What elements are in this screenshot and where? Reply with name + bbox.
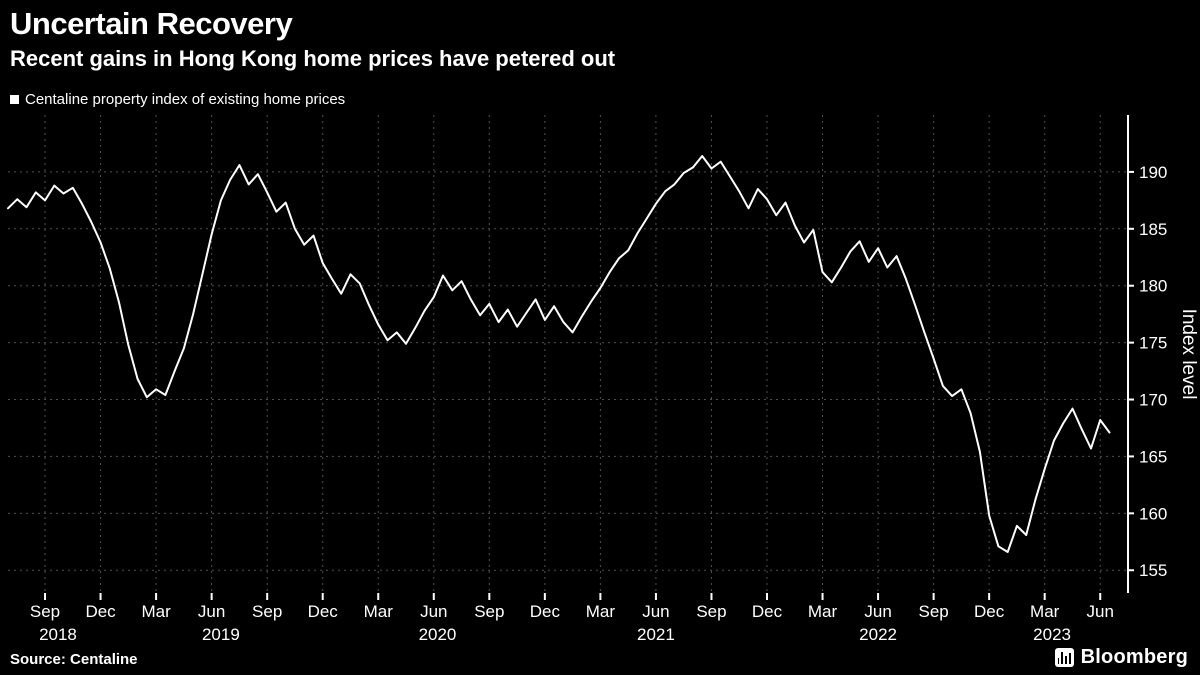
x-year-label: 2020 [419,625,457,644]
chart-subtitle: Recent gains in Hong Kong home prices ha… [10,46,616,71]
y-tick-label: 175 [1139,334,1167,353]
legend-label: Centaline property index of existing hom… [25,91,346,108]
x-tick-label: Dec [308,602,339,621]
y-tick-label: 170 [1139,391,1167,410]
y-axis-title: Index level [1178,309,1199,400]
x-tick-label: Dec [752,602,783,621]
x-tick-label: Jun [642,602,669,621]
x-tick-label: Dec [85,602,116,621]
bloomberg-logo-icon [1054,648,1074,667]
x-tick-label: Mar [1030,602,1060,621]
x-tick-label: Mar [141,602,171,621]
x-tick-label: Mar [808,602,838,621]
y-tick-label: 180 [1139,277,1167,296]
x-tick-label: Sep [252,602,282,621]
source-label: Source: Centaline [10,651,138,668]
y-tick-label: 185 [1139,220,1167,239]
x-tick-label: Dec [974,602,1005,621]
bloomberg-wordmark: Bloomberg [1080,646,1188,668]
y-tick-label: 160 [1139,504,1167,523]
y-tick-label: 155 [1139,561,1167,580]
x-tick-label: Mar [586,602,616,621]
x-tick-label: Dec [530,602,561,621]
x-tick-label: Mar [364,602,394,621]
x-tick-label: Sep [30,602,60,621]
x-tick-label: Sep [474,602,504,621]
y-tick-label: 165 [1139,447,1167,466]
x-tick-label: Sep [918,602,948,621]
price-line [7,155,1111,553]
x-tick-label: Jun [420,602,447,621]
bloomberg-logo: Bloomberg [1054,646,1188,669]
chart-title: Uncertain Recovery [10,6,293,41]
line-chart: 155 160 165 170 175 180 185 190 Index level Sep De… [7,115,1199,644]
legend-marker-icon [10,95,19,104]
x-tick-label: Jun [864,602,891,621]
x-year-label: 2023 [1033,625,1071,644]
x-tick-label: Jun [1087,602,1114,621]
x-tick-label: Sep [696,602,726,621]
y-tick-label: 190 [1139,163,1167,182]
x-year-label: 2021 [637,625,675,644]
x-tick-label: Jun [198,602,225,621]
x-year-label: 2018 [39,625,77,644]
x-year-label: 2019 [202,625,240,644]
legend: Centaline property index of existing hom… [10,91,345,108]
x-year-label: 2022 [859,625,897,644]
